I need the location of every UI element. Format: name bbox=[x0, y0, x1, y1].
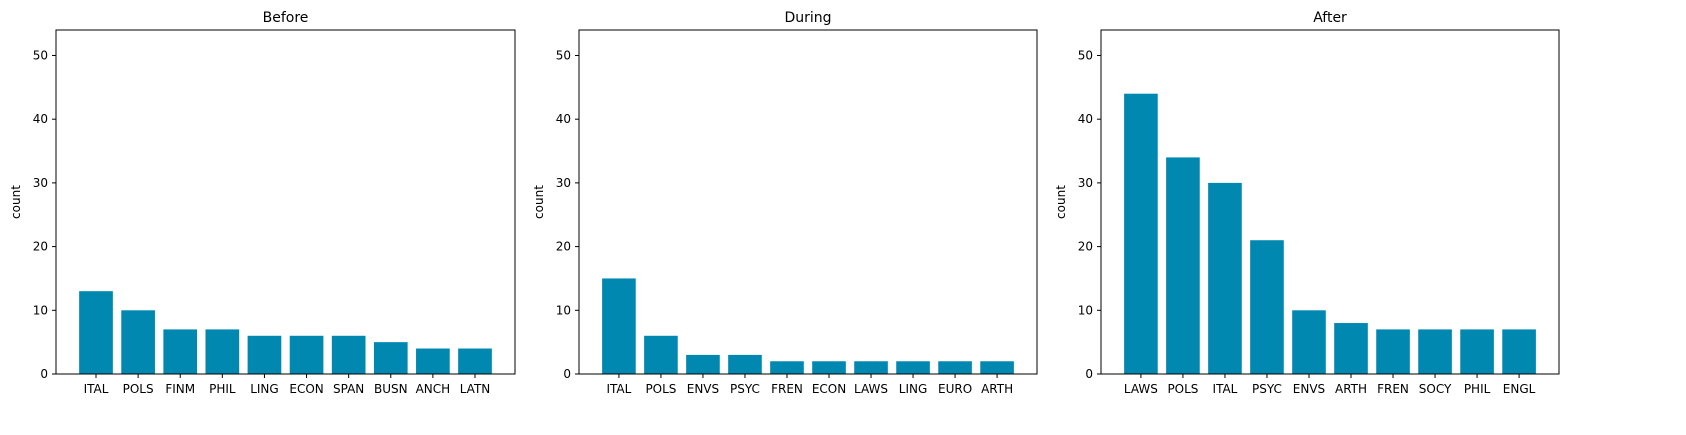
bar-busn bbox=[373, 342, 408, 374]
x-tick-label: LING bbox=[899, 382, 928, 396]
bar-phil bbox=[205, 329, 240, 374]
x-tick-label: LAWS bbox=[854, 382, 888, 396]
bar-econ bbox=[289, 335, 324, 374]
bar-fren bbox=[770, 361, 804, 374]
y-tick-label: 20 bbox=[33, 240, 48, 254]
bar-envs bbox=[1292, 310, 1326, 374]
bar-ital bbox=[1208, 182, 1242, 374]
y-tick-label: 0 bbox=[563, 367, 571, 381]
y-tick-label: 50 bbox=[1078, 48, 1093, 62]
chart-title: During bbox=[784, 10, 831, 26]
x-tick-label: ITAL bbox=[84, 382, 109, 396]
bar-ling bbox=[247, 335, 282, 374]
y-axis-label: count bbox=[1054, 185, 1068, 219]
x-tick-label: PSYC bbox=[730, 382, 760, 396]
y-tick-label: 30 bbox=[1078, 176, 1093, 190]
bar-psyc bbox=[1250, 240, 1284, 374]
bar-span bbox=[331, 335, 366, 374]
y-tick-label: 10 bbox=[1078, 303, 1093, 317]
x-tick-label: ARTH bbox=[981, 382, 1013, 396]
x-tick-label: LATN bbox=[460, 382, 491, 396]
x-tick-label: ANCH bbox=[416, 382, 451, 396]
x-tick-label: FINM bbox=[165, 382, 195, 396]
bar-euro bbox=[938, 361, 972, 374]
bar-socy bbox=[1418, 329, 1452, 374]
bar-pols bbox=[644, 335, 678, 374]
bar-laws bbox=[1124, 93, 1158, 374]
y-tick-label: 30 bbox=[33, 176, 48, 190]
y-axis-label: count bbox=[9, 185, 23, 219]
x-tick-label: PHIL bbox=[209, 382, 236, 396]
bar-engl bbox=[1502, 329, 1536, 374]
y-tick-label: 20 bbox=[556, 240, 571, 254]
x-tick-label: ITAL bbox=[1213, 382, 1238, 396]
y-tick-label: 0 bbox=[40, 367, 48, 381]
bar-anch bbox=[416, 348, 450, 374]
y-tick-label: 50 bbox=[556, 48, 571, 62]
y-tick-label: 10 bbox=[33, 303, 48, 317]
bar-finm bbox=[163, 329, 198, 374]
y-tick-label: 40 bbox=[1078, 112, 1093, 126]
chart-panel-3: 0 10 20 30 40 50 LAWS POLS ITAL PSYC ENVS ARTH FREN S… bbox=[1054, 10, 1560, 396]
x-tick-label: SPAN bbox=[333, 382, 364, 396]
y-tick-label: 0 bbox=[1085, 367, 1093, 381]
y-tick-label: 40 bbox=[33, 112, 48, 126]
bar-pols bbox=[121, 310, 155, 374]
chart-title: After bbox=[1313, 10, 1347, 26]
chart-panel-2: 0 10 20 30 40 50 ITAL POLS ENVS PSYC FREN ECON LAWS L… bbox=[532, 10, 1038, 396]
x-tick-label: LAWS bbox=[1124, 382, 1158, 396]
y-tick-label: 50 bbox=[33, 48, 48, 62]
axes-frame bbox=[1100, 29, 1560, 375]
chart-title: Before bbox=[263, 10, 309, 26]
bar-envs bbox=[686, 354, 720, 374]
x-tick-label: EURO bbox=[938, 382, 972, 396]
y-tick-label: 40 bbox=[556, 112, 571, 126]
y-tick-label: 30 bbox=[556, 176, 571, 190]
x-tick-label: POLS bbox=[645, 382, 676, 396]
bar-ital bbox=[79, 291, 113, 374]
x-tick-label: ENVS bbox=[1293, 382, 1325, 396]
axes-frame bbox=[578, 29, 1038, 375]
axes-frame bbox=[55, 29, 516, 375]
x-tick-label: ENGL bbox=[1503, 382, 1536, 396]
bar-fren bbox=[1376, 329, 1410, 374]
x-tick-label: ECON bbox=[812, 382, 846, 396]
bar-psyc bbox=[728, 354, 762, 374]
x-tick-label: LING bbox=[250, 382, 279, 396]
bar-laws bbox=[854, 361, 888, 374]
x-tick-label: POLS bbox=[123, 382, 154, 396]
x-tick-label: PHIL bbox=[1464, 382, 1491, 396]
x-tick-label: POLS bbox=[1167, 382, 1198, 396]
bar-pols bbox=[1166, 157, 1200, 374]
y-axis-label: count bbox=[532, 185, 546, 219]
bar-phil bbox=[1460, 329, 1494, 374]
x-tick-label: BUSN bbox=[374, 382, 408, 396]
bar-latn bbox=[458, 348, 492, 374]
x-tick-label: PSYC bbox=[1252, 382, 1282, 396]
x-tick-label: SOCY bbox=[1419, 382, 1452, 396]
y-tick-label: 20 bbox=[1078, 240, 1093, 254]
x-tick-label: ITAL bbox=[606, 382, 631, 396]
bar-ling bbox=[896, 361, 930, 374]
x-tick-label: FREN bbox=[771, 382, 803, 396]
x-tick-label: ARTH bbox=[1335, 382, 1367, 396]
x-tick-label: ENVS bbox=[687, 382, 719, 396]
y-tick-label: 10 bbox=[556, 303, 571, 317]
x-tick-label: ECON bbox=[289, 382, 323, 396]
bar-ital bbox=[602, 278, 636, 374]
bar-arth bbox=[980, 361, 1014, 374]
x-tick-label: FREN bbox=[1377, 382, 1409, 396]
chart-panel-1: 0 10 20 30 40 50 ITAL POLS FINM PHIL LING ECON SPAN B… bbox=[9, 10, 516, 396]
bar-arth bbox=[1334, 323, 1368, 374]
bar-econ bbox=[812, 361, 846, 374]
